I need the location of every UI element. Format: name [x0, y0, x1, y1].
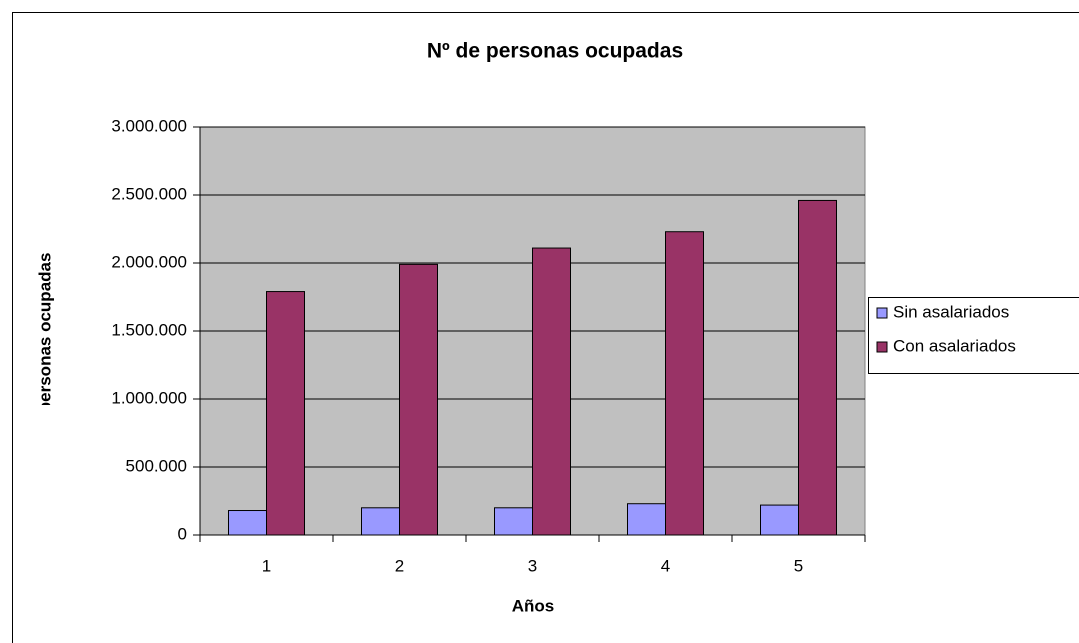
legend-label: Con asalariados [893, 336, 1016, 355]
bar [532, 247, 571, 536]
legend-swatch [876, 307, 888, 319]
y-tick-label: 1.000.000 [111, 388, 187, 407]
y-tick-label: 3.000.000 [111, 116, 187, 135]
legend-label: Sin asalariados [893, 302, 1009, 321]
bar [798, 199, 837, 536]
bar [266, 291, 305, 536]
bar [665, 231, 704, 536]
x-tick-label: 2 [395, 556, 404, 575]
x-tick-label: 3 [528, 556, 537, 575]
y-axis-label-group: Nº personas ocupadas [35, 253, 54, 436]
y-tick-label: 0 [178, 524, 187, 543]
bar [627, 503, 666, 536]
bar [760, 504, 799, 536]
y-tick-label: 1.500.000 [111, 320, 187, 339]
x-tick-label: 4 [661, 556, 670, 575]
bar [494, 507, 533, 536]
legend-swatch [876, 341, 888, 353]
x-tick-label: 1 [262, 556, 271, 575]
y-axis-label: Nº personas ocupadas [35, 253, 54, 436]
bar [361, 507, 400, 536]
bar [228, 510, 267, 536]
legend-box [868, 297, 1079, 374]
chart-title: Nº de personas ocupadas [427, 40, 683, 63]
y-tick-label: 500.000 [126, 456, 187, 475]
x-tick-label: 5 [794, 556, 803, 575]
bar [399, 263, 438, 536]
x-axis-label: Años [512, 596, 555, 615]
y-tick-label: 2.000.000 [111, 252, 187, 271]
y-tick-label: 2.500.000 [111, 184, 187, 203]
